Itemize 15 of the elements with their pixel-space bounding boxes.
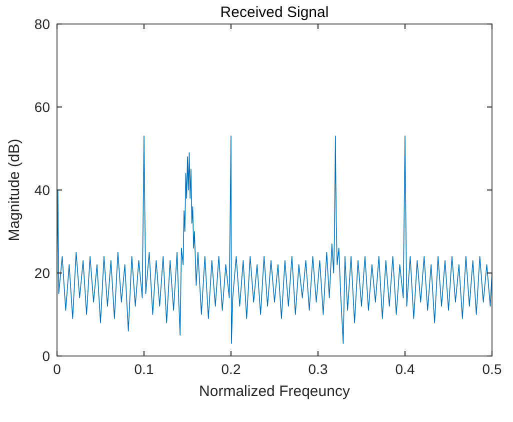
x-tick-label: 0.5 [482,361,502,377]
x-tick-label: 0.3 [308,361,328,377]
y-axis-title: Magnitude (dB) [6,138,23,242]
x-axis-title: Normalized Freqeuncy [199,383,350,400]
y-tick-label: 40 [34,182,50,198]
line-series [56,136,492,344]
x-tick-label: 0.2 [221,361,241,377]
x-tick-label: 0 [53,361,62,377]
y-tick-label: 0 [42,348,50,364]
chart-title: Received Signal [220,4,329,21]
y-tick-label: 80 [34,16,50,32]
x-tick-label: 0.1 [134,361,154,377]
y-tick-label: 20 [34,264,50,281]
y-tick-label: 60 [34,98,50,115]
x-tick-label: 0.4 [395,361,415,377]
